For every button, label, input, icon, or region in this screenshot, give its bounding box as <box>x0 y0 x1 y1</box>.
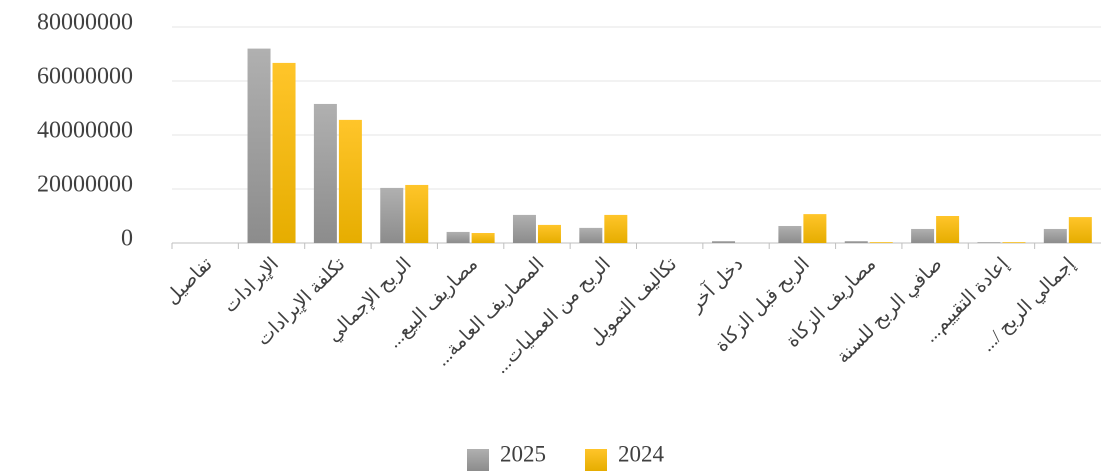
bar <box>778 225 802 243</box>
bar <box>869 242 893 243</box>
legend-label: 2024 <box>618 441 665 466</box>
bar <box>247 48 271 243</box>
bar <box>380 187 404 243</box>
bar <box>604 214 628 243</box>
legend-label: 2025 <box>500 441 546 466</box>
bar <box>272 62 296 243</box>
bar <box>338 119 362 243</box>
bar <box>512 214 536 243</box>
x-tick-label: الربح من العمليات... <box>491 254 615 378</box>
x-tick-label: تفاصيل <box>162 254 217 309</box>
bar <box>1043 228 1067 243</box>
bar <box>471 233 495 243</box>
bar <box>712 241 736 243</box>
bar <box>405 184 429 243</box>
y-tick-label: 20000000 <box>37 172 133 198</box>
legend-swatch <box>467 449 489 471</box>
bar <box>1002 242 1026 243</box>
x-tick-label: الإيرادات <box>220 254 283 317</box>
bar <box>579 227 603 243</box>
bar <box>537 224 561 243</box>
bar <box>977 242 1001 243</box>
y-tick-label: 40000000 <box>37 118 133 144</box>
bar <box>936 216 960 243</box>
y-tick-label: 80000000 <box>37 10 133 36</box>
legend-swatch <box>585 449 607 471</box>
x-tick-label: دخل آخر <box>683 252 747 316</box>
y-tick-label: 60000000 <box>37 64 133 90</box>
bar <box>446 231 470 243</box>
y-tick-label: 0 <box>121 226 133 252</box>
bar <box>844 241 868 243</box>
bar <box>911 228 935 243</box>
bar <box>313 103 337 243</box>
bar <box>803 214 827 243</box>
bar <box>1068 217 1092 243</box>
